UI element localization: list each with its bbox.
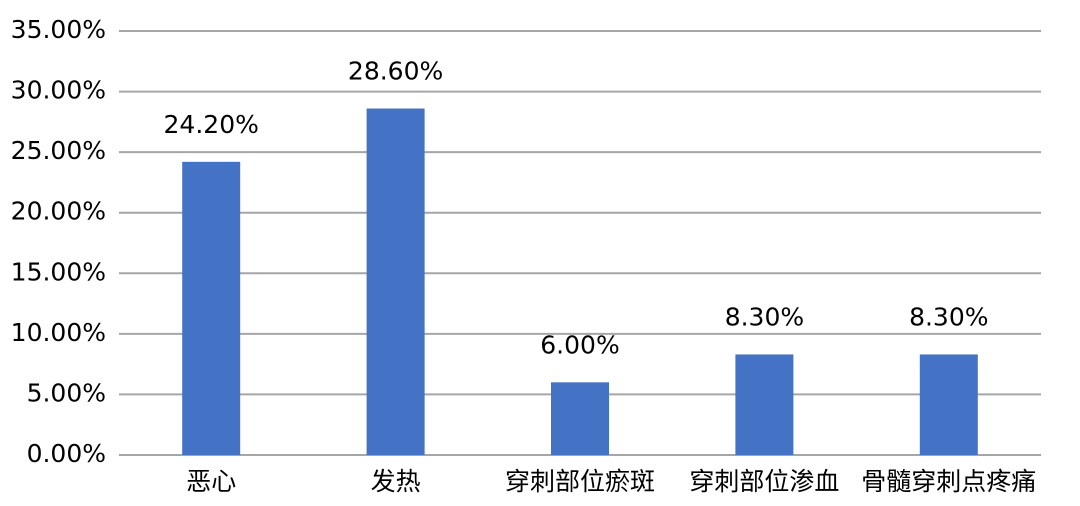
y-tick-label: 15.00% [11, 257, 106, 286]
data-label: 8.30% [909, 302, 988, 331]
x-tick-label: 穿刺部位瘀斑 [505, 467, 655, 496]
bar [551, 382, 609, 455]
y-tick-label: 25.00% [11, 136, 106, 165]
data-label: 8.30% [725, 302, 804, 331]
y-tick-label: 0.00% [27, 439, 106, 468]
data-label: 28.60% [348, 57, 443, 86]
y-tick-label: 20.00% [11, 197, 106, 226]
x-tick-label: 发热 [371, 467, 421, 496]
data-label: 24.20% [164, 110, 259, 139]
bar [366, 108, 425, 455]
x-tick-label: 恶心 [186, 467, 236, 496]
y-tick-label: 10.00% [11, 318, 106, 347]
y-tick-label: 5.00% [27, 378, 106, 407]
y-tick-label: 30.00% [11, 76, 106, 105]
x-tick-label: 骨髓穿刺点疼痛 [861, 467, 1036, 496]
bar [735, 354, 794, 455]
y-tick-label: 35.00% [11, 15, 106, 44]
bar [182, 161, 241, 455]
data-label: 6.00% [540, 330, 619, 359]
x-tick-label: 穿刺部位渗血 [689, 467, 839, 496]
bar [919, 354, 978, 455]
